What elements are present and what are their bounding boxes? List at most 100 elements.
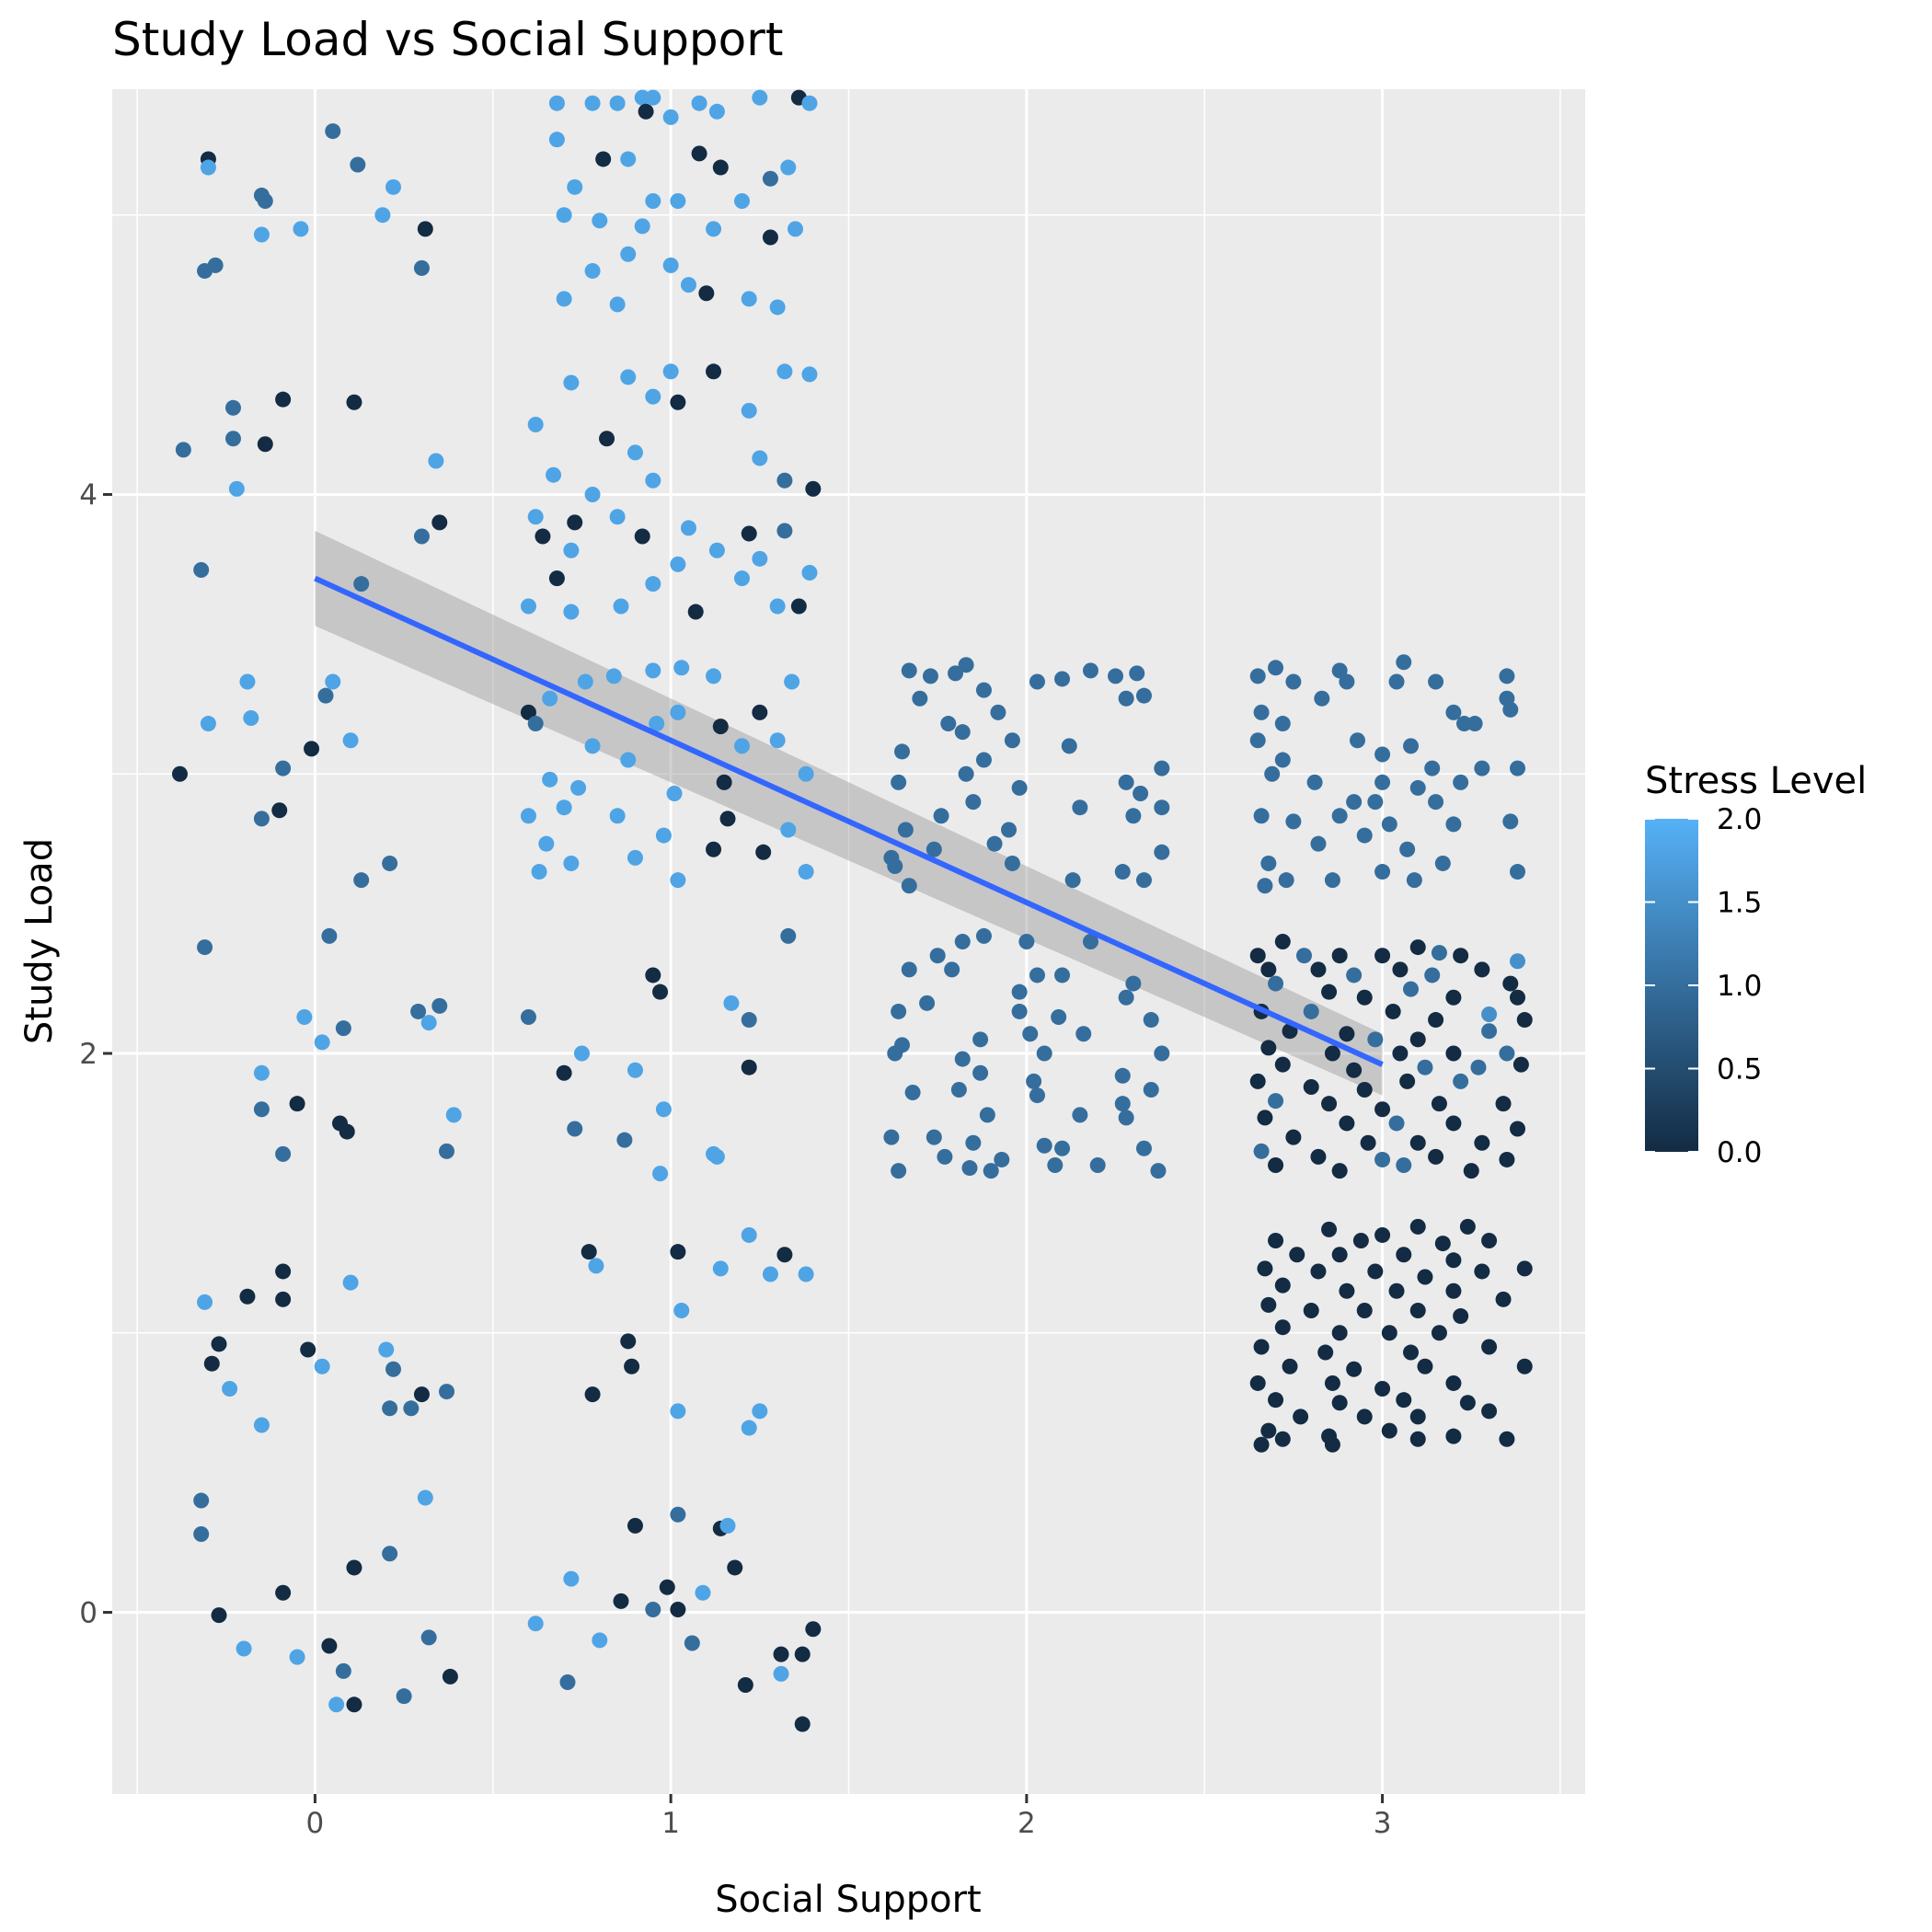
data-point: [584, 95, 601, 111]
data-point: [1274, 934, 1291, 949]
data-point: [1445, 1115, 1462, 1132]
data-point: [417, 1489, 433, 1506]
legend-label: 1.0: [1717, 970, 1762, 1003]
data-point: [1502, 701, 1519, 718]
data-point: [1399, 1073, 1416, 1089]
data-point: [342, 1274, 359, 1291]
data-point: [883, 1129, 900, 1145]
data-point: [1135, 872, 1152, 889]
data-point: [1516, 1012, 1533, 1029]
data-point: [1018, 934, 1035, 949]
data-point: [197, 262, 213, 279]
data-point: [1392, 1045, 1409, 1062]
data-point: [1406, 872, 1422, 889]
data-point: [680, 520, 696, 536]
legend-label: 0.0: [1717, 1136, 1762, 1169]
data-point: [780, 159, 797, 176]
data-point: [1135, 687, 1152, 704]
legend-title: Stress Level: [1645, 760, 1867, 802]
data-point: [197, 939, 213, 956]
data-point: [990, 704, 1006, 720]
data-point: [684, 1635, 700, 1651]
data-point: [609, 808, 626, 824]
data-point: [891, 1003, 907, 1019]
data-point: [979, 1107, 995, 1123]
data-point: [1082, 934, 1098, 949]
data-point: [1036, 1045, 1052, 1062]
data-point: [1350, 732, 1366, 749]
data-point: [1257, 878, 1273, 894]
data-point: [236, 1640, 252, 1657]
data-point: [769, 299, 786, 316]
data-point: [1303, 1078, 1319, 1095]
data-point: [1346, 967, 1363, 983]
data-point: [1403, 1344, 1420, 1361]
data-point: [752, 704, 768, 720]
data-point: [556, 207, 572, 224]
data-point: [1075, 1026, 1092, 1042]
data-point: [193, 1492, 210, 1509]
data-point: [1388, 1282, 1405, 1299]
data-point: [727, 1559, 743, 1576]
data-point: [556, 291, 572, 307]
data-point: [975, 752, 992, 768]
data-point: [616, 1132, 633, 1148]
data-point: [994, 1151, 1010, 1167]
data-point: [203, 1355, 220, 1372]
data-point: [780, 927, 797, 944]
data-point: [321, 1638, 338, 1654]
data-point: [1260, 1296, 1277, 1313]
data-point: [733, 738, 750, 754]
data-point: [1268, 1093, 1284, 1110]
data-point: [627, 1062, 643, 1078]
data-point: [1047, 1157, 1064, 1174]
data-point: [1499, 668, 1515, 684]
data-point: [1004, 855, 1020, 871]
data-point: [1431, 1325, 1447, 1341]
data-point: [239, 1288, 256, 1305]
data-point: [1257, 1110, 1273, 1126]
data-point: [666, 786, 683, 802]
data-point: [620, 369, 637, 385]
data-point: [1499, 1045, 1515, 1062]
data-point: [1474, 760, 1490, 776]
data-point: [1510, 864, 1526, 880]
data-point: [972, 1031, 989, 1048]
data-point: [573, 1045, 590, 1062]
data-point: [1317, 1344, 1334, 1361]
data-point: [527, 509, 544, 525]
data-point: [784, 673, 800, 690]
data-point: [321, 927, 338, 944]
data-point: [1306, 774, 1323, 790]
data-point: [1051, 1009, 1067, 1026]
data-point: [780, 822, 797, 838]
data-point: [741, 525, 757, 542]
data-point: [1360, 1134, 1376, 1151]
data-point: [584, 738, 601, 754]
data-point: [1293, 1409, 1309, 1425]
data-point: [1324, 1045, 1340, 1062]
data-point: [1388, 1115, 1405, 1132]
data-point: [954, 1051, 971, 1067]
data-point: [171, 765, 188, 782]
data-point: [224, 431, 241, 447]
data-point: [1285, 813, 1302, 830]
data-point: [1381, 1422, 1397, 1439]
data-point: [741, 1059, 757, 1075]
data-point: [1481, 1233, 1498, 1249]
data-point: [972, 1064, 989, 1081]
data-point: [420, 1629, 437, 1646]
data-point: [613, 1593, 629, 1609]
data-point: [1310, 961, 1327, 978]
data-point: [1274, 1056, 1291, 1073]
data-point: [442, 1668, 458, 1685]
data-point: [1249, 1073, 1266, 1089]
data-point: [1510, 989, 1526, 1006]
x-tick-label: 3: [1374, 1807, 1392, 1840]
data-point: [798, 765, 814, 782]
data-point: [1249, 1374, 1266, 1391]
legend-label: 1.5: [1717, 887, 1762, 920]
data-point: [193, 1525, 210, 1542]
data-point: [605, 668, 622, 684]
data-point: [901, 878, 917, 894]
